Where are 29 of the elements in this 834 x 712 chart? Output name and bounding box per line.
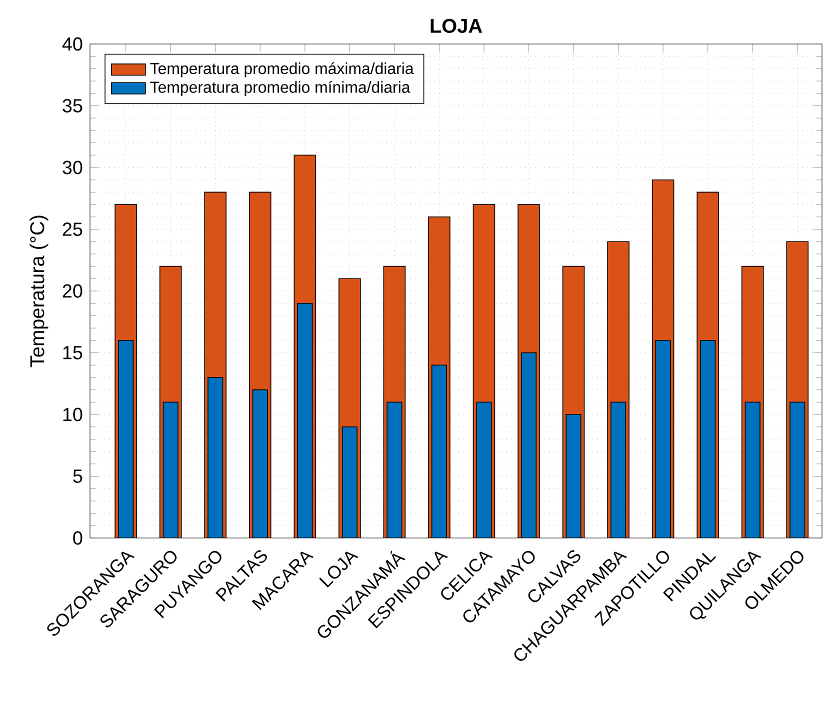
y-tick-label: 15 xyxy=(63,346,82,360)
y-tick-label: 5 xyxy=(73,470,82,483)
bar xyxy=(745,402,760,538)
legend-label: Temperatura promedio máxima/diaria xyxy=(150,62,414,78)
y-tick-label: 0 xyxy=(73,531,82,545)
y-tick-label: 10 xyxy=(63,408,82,422)
bar xyxy=(700,340,716,538)
bar xyxy=(387,402,402,538)
y-tick-label: 25 xyxy=(62,222,82,236)
bar xyxy=(432,365,447,538)
y-tick-label: 30 xyxy=(62,160,82,174)
bar xyxy=(208,377,223,538)
bar xyxy=(252,390,268,538)
y-tick-label: 20 xyxy=(62,284,82,298)
bar xyxy=(163,402,178,538)
y-axis-title: Temperatura (°C) xyxy=(30,216,48,368)
bar xyxy=(656,340,670,538)
bar xyxy=(298,303,312,538)
bar xyxy=(118,340,134,538)
bar xyxy=(521,352,536,538)
bar xyxy=(790,402,806,538)
bar xyxy=(342,426,358,538)
y-tick-label: 35 xyxy=(62,99,82,112)
y-tick-label: 40 xyxy=(62,37,82,51)
bar xyxy=(476,402,492,538)
bar xyxy=(566,414,581,538)
bar xyxy=(610,402,626,538)
legend-label: Temperatura promedio mínima/diaria xyxy=(150,80,410,96)
chart-title: LOJA xyxy=(430,18,482,33)
